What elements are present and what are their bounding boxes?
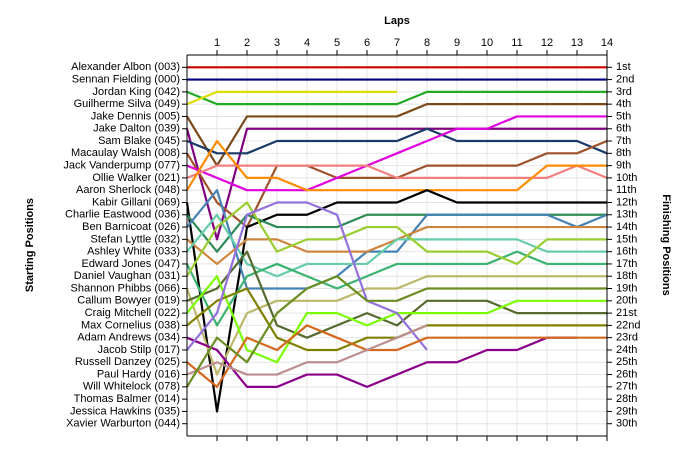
- legend-label: Jessica Hawkins (035): [70, 405, 180, 417]
- y2-tick-label: 2nd: [616, 73, 634, 85]
- x-tick-label: 6: [364, 37, 370, 49]
- series-line: [186, 201, 607, 277]
- series-line: [186, 275, 607, 388]
- x-tick-label: 1: [214, 37, 220, 49]
- y2-axis-title: Finishing Positions: [660, 194, 672, 295]
- lines: [185, 66, 608, 413]
- y2-tick-label: 25th: [616, 356, 637, 368]
- y-axis-title: Starting Positions: [24, 198, 36, 292]
- x-tick-label: 7: [394, 37, 400, 49]
- y2-tick-label: 14th: [616, 221, 637, 233]
- series-line: [186, 201, 428, 351]
- y2-tick-label: 19th: [616, 282, 637, 294]
- x-tick-label: 9: [454, 37, 460, 49]
- series-line: [185, 189, 607, 413]
- y2-tick-label: 23rd: [616, 332, 638, 344]
- y2-tick-label: 28th: [616, 393, 637, 405]
- legend-label: Jacob Stilp (017): [97, 344, 180, 356]
- series-line: [185, 275, 607, 376]
- y2-tick-label: 24th: [616, 344, 637, 356]
- legend-label: Max Cornelius (038): [81, 319, 180, 331]
- y2-tick-label: 29th: [616, 405, 637, 417]
- legend-label: Adam Andrews (034): [77, 332, 180, 344]
- x-tick-label: 10: [481, 37, 493, 49]
- y2-tick-label: 10th: [616, 172, 637, 184]
- legend-label: Ben Barnicoat (026): [82, 221, 180, 233]
- series-line: [186, 115, 607, 192]
- y2-tick-label: 7th: [616, 135, 631, 147]
- legend-label: Jordan King (042): [93, 86, 180, 98]
- x-tick-label: 12: [541, 37, 553, 49]
- legend-label: Will Whitelock (078): [83, 381, 180, 393]
- series-line: [186, 90, 397, 106]
- legend-label: Jake Dennis (005): [91, 110, 180, 122]
- x-tick-label: 5: [334, 37, 340, 49]
- y2-tick-label: 18th: [616, 270, 637, 282]
- x-tick-label: 8: [424, 37, 430, 49]
- legend-label: Thomas Balmer (014): [74, 393, 180, 405]
- legend-label: Shannon Phibbs (066): [71, 282, 180, 294]
- y2-tick-label: 27th: [616, 381, 637, 393]
- series-line: [186, 164, 608, 180]
- x-tick-label: 4: [304, 37, 310, 49]
- x-tick-label: 14: [601, 37, 613, 49]
- x-tick-label: 13: [571, 37, 583, 49]
- y2-tick-label: 11th: [616, 184, 637, 196]
- series-line: [186, 127, 608, 155]
- legend-label: Macaulay Walsh (008): [71, 147, 180, 159]
- legend-label: Sennan Fielding (000): [72, 73, 180, 85]
- x-tick-label: 11: [511, 37, 522, 49]
- y2-tick-label: 6th: [616, 123, 631, 135]
- legend-label: Jack Vanderpump (077): [63, 160, 180, 172]
- x-tick-label: 3: [274, 37, 280, 49]
- legend-label: Paul Hardy (016): [97, 368, 180, 380]
- legend-label: Alexander Albon (003): [71, 61, 180, 73]
- y2-tick-label: 16th: [616, 246, 637, 258]
- series-line: [186, 324, 607, 388]
- series-line: [186, 103, 607, 167]
- y2-tick-label: 20th: [616, 295, 637, 307]
- series-line: [186, 189, 608, 290]
- y2-tick-label: 4th: [616, 98, 631, 110]
- y2-tick-label: 5th: [616, 110, 631, 122]
- legend-label: Jake Dalton (039): [93, 123, 180, 135]
- y2-tick-label: 26th: [616, 368, 637, 380]
- legend-label: Russell Danzey (025): [75, 356, 180, 368]
- legend-label: Aaron Sherlock (048): [76, 184, 180, 196]
- y2-tick-label: 9th: [616, 160, 631, 172]
- y2-tick-label: 1st: [616, 61, 631, 73]
- series-line: [186, 139, 607, 192]
- series-line: [186, 90, 607, 106]
- axes: 1st2nd3rd4th5th6th7th8th9th10th11th12th1…: [63, 37, 640, 441]
- legend-label: Callum Bowyer (019): [77, 295, 180, 307]
- legend-label: Sam Blake (045): [98, 135, 180, 147]
- legend-label: Ollie Walker (021): [92, 172, 180, 184]
- legend-label: Stefan Lyttle (032): [91, 233, 180, 245]
- series-line: [186, 250, 607, 339]
- x-tick-label: 2: [244, 37, 250, 49]
- y2-tick-label: 13th: [616, 209, 637, 221]
- legend-label: Daniel Vaughan (031): [74, 270, 180, 282]
- y2-tick-label: 17th: [616, 258, 637, 270]
- y2-tick-label: 15th: [616, 233, 637, 245]
- legend-label: Craig Mitchell (022): [85, 307, 180, 319]
- legend-label: Edward Jones (047): [82, 258, 180, 270]
- series-line: [185, 127, 607, 241]
- y2-tick-label: 30th: [616, 418, 637, 430]
- legend-label: Kabir Gillani (069): [92, 196, 180, 208]
- y2-tick-label: 8th: [616, 147, 631, 159]
- y2-tick-label: 22nd: [616, 319, 640, 331]
- series-line: [186, 324, 428, 376]
- y2-tick-label: 12th: [616, 196, 637, 208]
- y2-tick-label: 3rd: [616, 86, 632, 98]
- series-line: [186, 336, 577, 388]
- legend-label: Xavier Warburton (044): [66, 418, 180, 430]
- series-line: [186, 250, 607, 327]
- chart-title: Laps: [384, 15, 410, 27]
- legend-label: Guilherme Silva (049): [74, 98, 180, 110]
- legend-label: Ashley White (033): [87, 246, 180, 258]
- legend-label: Charlie Eastwood (036): [65, 209, 180, 221]
- y2-tick-label: 21st: [616, 307, 637, 319]
